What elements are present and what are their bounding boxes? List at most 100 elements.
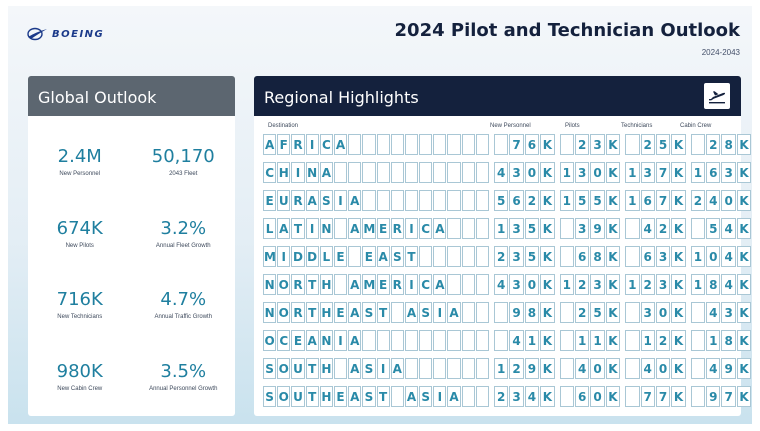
flap-tile xyxy=(461,386,475,407)
flap-tile xyxy=(475,330,489,351)
flap-tile: U xyxy=(277,190,291,211)
col-head-technicians: Technicians xyxy=(621,123,653,129)
flap-tile xyxy=(475,246,489,267)
flap-tile xyxy=(419,358,433,379)
flap-tile: 5 xyxy=(655,134,671,155)
flap-tile: 3 xyxy=(721,302,736,323)
flap-tile: 7 xyxy=(721,386,736,407)
flap-tile: 3 xyxy=(640,302,655,323)
flap-tile: 9 xyxy=(524,358,540,379)
global-outlook-panel: Global Outlook 2.4M New Personnel 50,170… xyxy=(28,76,235,416)
flap-tile: A xyxy=(348,302,362,323)
flap-tile: K xyxy=(605,358,621,379)
flap-tile: 1 xyxy=(559,162,574,183)
stat-label: Annual Traffic Growth xyxy=(154,314,213,321)
flap-tile: K xyxy=(540,274,555,295)
flap-tile: L xyxy=(319,246,333,267)
flap-tile: S xyxy=(419,386,433,407)
flap-tile xyxy=(461,358,475,379)
flap-tile xyxy=(559,246,574,267)
global-stats-grid: 2.4M New Personnel 50,170 2043 Fleet 674… xyxy=(28,116,235,416)
flap-tile: 5 xyxy=(706,218,721,239)
flap-tile: C xyxy=(319,134,333,155)
flap-tile: 1 xyxy=(590,330,605,351)
boeing-logo: BOEING xyxy=(26,26,104,42)
flap-tile: T xyxy=(305,386,319,407)
flap-tile: 1 xyxy=(494,358,509,379)
flap-tile: 4 xyxy=(706,190,721,211)
flap-tile xyxy=(404,358,419,379)
col-head-new-personnel: New Personnel xyxy=(490,123,531,129)
flap-tile xyxy=(690,358,706,379)
flap-tile: K xyxy=(736,386,752,407)
stat-new-cabin-crew: 980K New Cabin Crew xyxy=(28,341,132,413)
flap-tile: T xyxy=(404,246,419,267)
flap-tile xyxy=(333,358,348,379)
stat-annual-fleet-growth: 3.2% Annual Fleet Growth xyxy=(132,198,236,270)
flap-tile xyxy=(376,190,390,211)
flap-tile: K xyxy=(605,274,621,295)
flap-tile: N xyxy=(319,218,333,239)
flap-tile: 3 xyxy=(509,386,524,407)
stat-value: 3.2% xyxy=(160,217,207,239)
flap-tile: 8 xyxy=(721,134,736,155)
flap-tile: K xyxy=(736,162,752,183)
flap-tile: 1 xyxy=(625,274,640,295)
flap-tile xyxy=(348,134,362,155)
flap-tile xyxy=(461,274,475,295)
flap-tile: K xyxy=(671,190,686,211)
flap-tile xyxy=(494,302,509,323)
flap-tile: 4 xyxy=(706,302,721,323)
stat-label: New Technicians xyxy=(57,314,103,321)
flap-tile xyxy=(390,330,404,351)
flap-tile: A xyxy=(348,386,362,407)
col-head-pilots: Pilots xyxy=(565,123,580,129)
flap-tile: K xyxy=(671,162,686,183)
stat-value: 2.4M xyxy=(57,146,102,168)
flap-tile: A xyxy=(404,386,419,407)
stat-new-technicians: 716K New Technicians xyxy=(28,269,132,341)
stat-value: 716K xyxy=(56,289,103,311)
flap-tile: E xyxy=(362,246,376,267)
flap-tile: 8 xyxy=(524,302,540,323)
flap-tile: 3 xyxy=(509,218,524,239)
flap-tile: I xyxy=(305,134,319,155)
flap-tile xyxy=(559,330,574,351)
flap-tile xyxy=(419,330,433,351)
flap-tile: 2 xyxy=(574,134,590,155)
flap-tile: H xyxy=(319,302,333,323)
flap-tile: I xyxy=(433,302,447,323)
flap-tile: 9 xyxy=(590,218,605,239)
flap-tile: 4 xyxy=(494,162,509,183)
flap-tile: 1 xyxy=(706,330,721,351)
flap-tile: K xyxy=(605,330,621,351)
flap-tile: T xyxy=(291,218,305,239)
flap-tile: T xyxy=(376,302,390,323)
flap-tile: 6 xyxy=(640,246,655,267)
flap-tile xyxy=(461,134,475,155)
flap-tile: 1 xyxy=(559,274,574,295)
regional-highlights-header: Regional Highlights xyxy=(254,76,741,116)
flap-tile: R xyxy=(291,134,305,155)
flap-tile xyxy=(404,190,419,211)
col-head-destination: Destination xyxy=(268,123,299,129)
flap-tile: 0 xyxy=(721,190,736,211)
flap-tile: 5 xyxy=(524,246,540,267)
